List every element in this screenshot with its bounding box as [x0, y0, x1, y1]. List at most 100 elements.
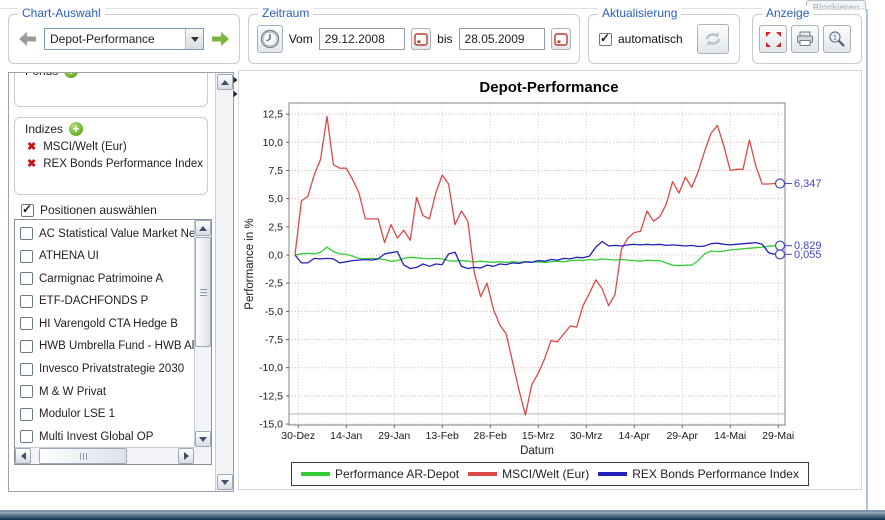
- svg-text:14-Jan: 14-Jan: [330, 430, 362, 442]
- fund-item-label: AC Statistical Value Market Neu: [39, 227, 194, 240]
- next-chart-arrow-icon[interactable]: [211, 32, 229, 46]
- index-item-label: REX Bonds Performance Index: [43, 158, 204, 170]
- anzeige-group: Anzeige: [752, 6, 862, 64]
- fund-checkbox[interactable]: [20, 249, 33, 263]
- fund-checkbox[interactable]: [20, 362, 33, 376]
- svg-text:Performance in %: Performance in %: [244, 218, 256, 309]
- legend-label: REX Bonds Performance Index: [632, 467, 799, 481]
- fund-checkbox[interactable]: [20, 339, 33, 353]
- remove-index-icon[interactable]: ✖: [27, 157, 37, 170]
- fund-checkbox[interactable]: [20, 317, 33, 331]
- bottom-window-edge: [0, 510, 885, 520]
- date-to-input[interactable]: 28.05.2009: [458, 28, 545, 50]
- calendar-icon: [414, 32, 428, 46]
- bis-label: bis: [437, 32, 453, 46]
- fund-item-label: Invesco Privatstrategie 2030: [39, 363, 185, 376]
- svg-text:29-Jan: 29-Jan: [378, 430, 410, 442]
- fund-checkbox[interactable]: [20, 385, 33, 399]
- sidebar-scroll-up-button[interactable]: [217, 74, 233, 90]
- splitter-arrow-icon: [233, 76, 238, 84]
- top-divider: [0, 8, 864, 9]
- print-button[interactable]: [791, 25, 819, 53]
- svg-text:0,0: 0,0: [268, 250, 283, 262]
- add-fund-icon[interactable]: +: [64, 73, 79, 78]
- chart-type-selected-value: Depot-Performance: [50, 32, 155, 46]
- fund-list-vscrollbar[interactable]: [194, 220, 211, 447]
- clock-icon: [260, 29, 280, 49]
- fund-list-item[interactable]: Modulor LSE 1: [20, 405, 194, 424]
- fund-item-label: HWB Umbrella Fund - HWB Alex: [39, 340, 194, 353]
- date-to-calendar-button[interactable]: [550, 28, 571, 50]
- fonds-group-title: Fonds: [25, 73, 58, 78]
- chart-legend: Performance AR-Depot MSCI/Welt (Eur) REX B…: [291, 462, 809, 486]
- fund-list-item[interactable]: AC Statistical Value Market Neu: [20, 224, 194, 243]
- automatisch-checkbox[interactable]: [599, 31, 612, 46]
- fund-list-item[interactable]: HWB Umbrella Fund - HWB Alex: [20, 337, 194, 356]
- fund-list-item[interactable]: ETF-DACHFONDS P: [20, 292, 194, 311]
- fund-item-label: Carmignac Patrimoine A: [39, 272, 163, 285]
- fund-checkbox[interactable]: [20, 407, 33, 421]
- legend-label: Performance AR-Depot: [335, 467, 460, 481]
- fund-list-hscrollbar[interactable]: [15, 447, 194, 464]
- calendar-icon: [554, 32, 568, 46]
- fund-list-item[interactable]: M & W Privat: [20, 382, 194, 401]
- add-index-icon[interactable]: +: [69, 122, 84, 136]
- fund-list-item[interactable]: Carmignac Patrimoine A: [20, 269, 194, 288]
- positionen-auswaehlen-checkbox[interactable]: [21, 202, 34, 217]
- fonds-group: Fonds +: [14, 73, 208, 107]
- top-right-tab[interactable]: Blockieren: [806, 0, 866, 10]
- sidebar-scroll-down-button[interactable]: [217, 474, 233, 490]
- fund-list-item[interactable]: HI Varengold CTA Hedge B: [20, 314, 194, 333]
- svg-text:-15,0: -15,0: [259, 419, 283, 431]
- positions-sidebar: Fonds + Indizes + ✖ MSCI/Welt (Eur) ✖ REX B…: [8, 72, 234, 492]
- fund-item-label: Modulor LSE 1: [39, 408, 116, 421]
- series-end-value-label: 6,347: [794, 178, 822, 190]
- zoom-reset-button[interactable]: 1: [823, 25, 851, 53]
- date-from-calendar-button[interactable]: [410, 28, 432, 50]
- svg-text:29-Mai: 29-Mai: [762, 430, 794, 442]
- fund-list-item[interactable]: ATHENA UI: [20, 247, 194, 266]
- refresh-button[interactable]: [697, 24, 729, 54]
- scrollbar-corner: [194, 447, 211, 464]
- clock-button[interactable]: [257, 25, 283, 53]
- legend-item: MSCI/Welt (Eur): [468, 467, 589, 481]
- panel-splitter[interactable]: [233, 76, 238, 98]
- svg-text:30-Mrz: 30-Mrz: [570, 430, 603, 442]
- date-from-input[interactable]: 29.12.2008: [318, 28, 405, 50]
- fund-checkbox[interactable]: [20, 227, 33, 240]
- zeitraum-title: Zeitraum: [258, 6, 314, 20]
- fund-checkbox[interactable]: [20, 272, 33, 286]
- svg-text:7,5: 7,5: [268, 165, 283, 177]
- vscroll-thumb[interactable]: [195, 237, 211, 347]
- remove-index-icon[interactable]: ✖: [27, 140, 37, 153]
- fund-item-label: HI Varengold CTA Hedge B: [39, 317, 178, 330]
- chart-type-select[interactable]: Depot-Performance: [44, 28, 204, 50]
- series-end-value-label: 0,055: [794, 249, 822, 261]
- index-item: ✖ MSCI/Welt (Eur): [15, 138, 207, 155]
- fund-list-item[interactable]: Invesco Privatstrategie 2030: [20, 360, 194, 379]
- select-dropdown-button[interactable]: [185, 29, 203, 49]
- chart-auswahl-title: Chart-Auswahl: [18, 6, 105, 20]
- previous-chart-arrow-icon[interactable]: [19, 32, 37, 46]
- fund-checkbox[interactable]: [20, 430, 33, 444]
- grip-icon: [199, 291, 207, 293]
- hscroll-thumb[interactable]: [39, 448, 127, 464]
- fund-checkbox[interactable]: [20, 294, 33, 308]
- scroll-right-button[interactable]: [178, 448, 194, 464]
- zoom-100-icon: 1: [829, 31, 845, 47]
- sidebar-vscrollbar[interactable]: [215, 73, 233, 491]
- performance-chart[interactable]: 30-Dez 14-Jan 29-Jan 13-Feb 28-Feb 15-Mrz 30-M…: [239, 71, 861, 489]
- positionen-auswaehlen-label: Positionen auswählen: [40, 203, 157, 217]
- scroll-down-button[interactable]: [195, 431, 211, 447]
- fund-item-label: M & W Privat: [39, 385, 107, 398]
- scroll-up-button[interactable]: [195, 220, 211, 236]
- svg-text:-7,5: -7,5: [265, 334, 283, 346]
- scroll-left-button[interactable]: [15, 448, 31, 464]
- fund-list-item[interactable]: Multi Invest Global OP: [20, 427, 194, 446]
- svg-text:12,5: 12,5: [263, 109, 284, 121]
- fullscreen-button[interactable]: [759, 25, 787, 53]
- aktualisierung-title: Aktualisierung: [598, 6, 682, 20]
- legend-swatch-icon: [468, 472, 498, 476]
- legend-swatch-icon: [301, 472, 331, 476]
